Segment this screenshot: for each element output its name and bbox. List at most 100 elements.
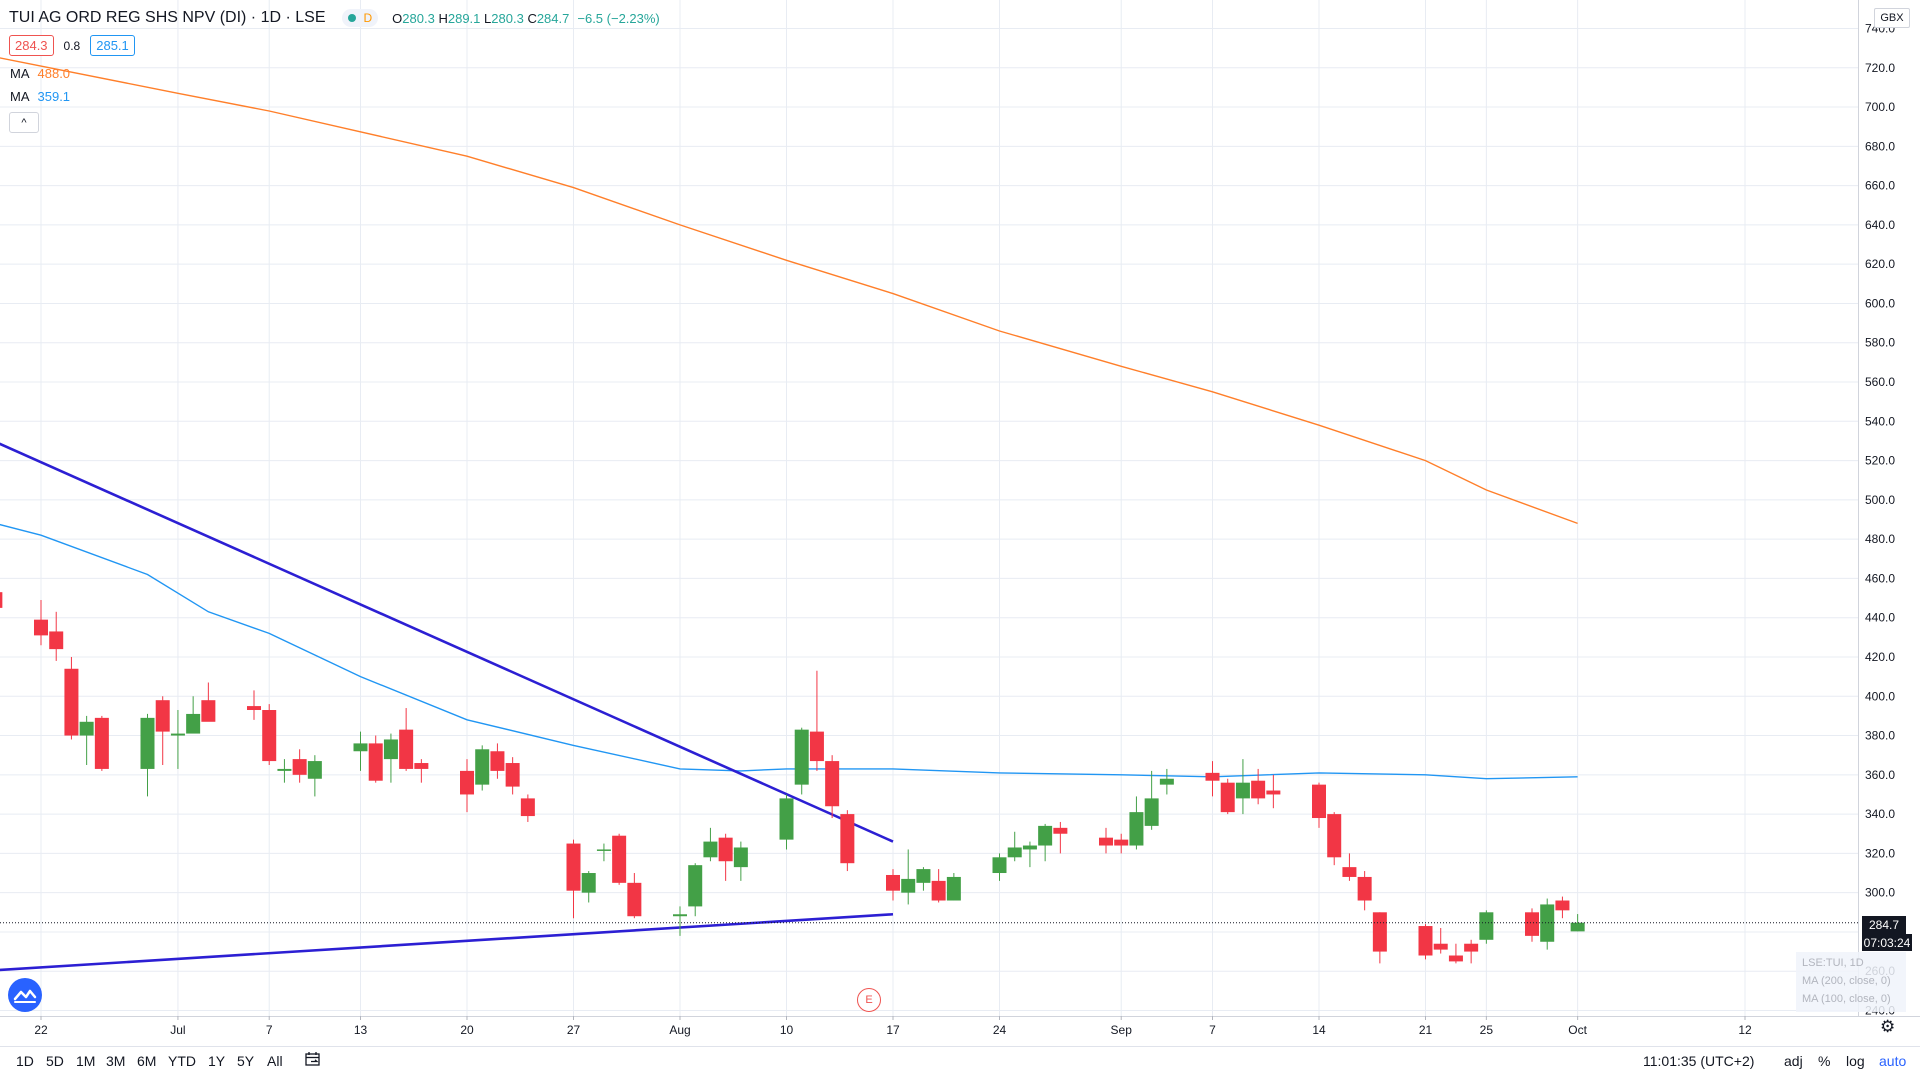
price-tick-label: 580.0 [1865,336,1895,350]
candle-body [79,721,94,736]
candle [1114,833,1129,854]
range-3m-button[interactable]: 3M [106,1053,126,1069]
candle [1555,896,1570,919]
candle [1540,898,1555,950]
time-tick-label: 7 [266,1023,273,1037]
candle [1570,914,1585,932]
timezone-clock[interactable]: 11:01:35 (UTC+2) [1643,1053,1755,1069]
price-tick-label: 400.0 [1865,689,1895,703]
ma-200-legend[interactable]: MA 488.0 [10,66,70,81]
candle-body [916,869,931,883]
time-tick-label: 24 [993,1023,1007,1037]
range-5d-button[interactable]: 5D [46,1053,64,1069]
candle-body [931,880,946,901]
candle [414,759,429,783]
candle [566,839,581,919]
percent-scale-toggle[interactable]: % [1818,1053,1831,1069]
candle [1433,928,1448,954]
candle-body [718,837,733,862]
range-1m-button[interactable]: 1M [76,1053,96,1069]
candle [840,810,855,872]
price-tick-label: 720.0 [1865,61,1895,75]
candle [475,745,490,791]
price-axis[interactable]: 740.0720.0700.0680.0660.0640.0620.0600.0… [1865,22,1895,1018]
candle-body [277,768,292,771]
candle [277,759,292,783]
ma-100-legend[interactable]: MA 359.1 [10,89,70,104]
candle [1312,782,1326,828]
symbol-title[interactable]: TUI AG ORD REG SHS NPV (DI) · 1D · LSE [9,9,326,26]
candle [353,731,368,771]
log-scale-toggle[interactable]: log [1846,1053,1865,1069]
candle [490,743,505,779]
candle-body [353,743,368,752]
ma-200-series [0,57,1578,525]
range-1d-button[interactable]: 1D [16,1053,34,1069]
candle-body [946,876,961,901]
candle [794,727,809,795]
low-label: L [484,10,492,26]
price-chart[interactable]: 740.0720.0700.0680.0660.0640.0620.0600.0… [0,0,1920,1046]
candle [901,849,916,905]
go-to-date-icon[interactable] [304,1051,322,1070]
candle [1448,943,1463,964]
range-1y-button[interactable]: 1Y [208,1053,226,1069]
candle-body [0,592,3,608]
candle-body [688,865,703,907]
candle-body [1555,900,1570,911]
candle [946,873,961,901]
time-axis[interactable]: 22 Jul 7 13 20 27 Aug 10 17 24 Sep 7 14 21 25 Oct 12 [34,1016,1752,1037]
candle-body [596,849,611,851]
candle [1220,778,1235,815]
price-tick-label: 540.0 [1865,414,1895,428]
candle [49,611,64,661]
candle-body [247,706,261,711]
candle [1007,831,1022,862]
candle-body [1433,943,1448,950]
candle-body [1479,912,1494,940]
chart-settings-gear-icon[interactable]: ⚙ [1880,1017,1896,1036]
candle [916,867,931,891]
candle-body [1266,790,1281,795]
candle-body [34,619,48,636]
candle-body [840,814,855,864]
candle [596,843,611,862]
bottom-toolbar [0,1046,1920,1081]
price-change: −6.5 (−2.23%) [577,10,660,26]
candle-body [1525,912,1539,936]
candle-body [262,710,277,762]
open-label: O [392,10,403,26]
collapse-legend-button[interactable]: ^ [9,112,39,133]
candle [307,755,322,797]
candle [520,794,535,822]
trendline-drawings[interactable] [0,435,894,972]
candle-body [1418,926,1433,956]
range-6m-button[interactable]: 6M [137,1053,157,1069]
candle-body [1464,943,1479,952]
price-tick-label: 380.0 [1865,729,1895,743]
range-5y-button[interactable]: 5Y [237,1053,255,1069]
auto-scale-toggle[interactable]: auto [1879,1053,1907,1069]
candle [1342,853,1357,881]
candle-body [1312,784,1326,819]
sell-price-button[interactable]: 284.3 [9,35,54,56]
adjust-data-toggle[interactable]: adj [1784,1053,1803,1069]
buy-price-button[interactable]: 285.1 [90,35,135,56]
candle-body [1570,922,1585,932]
currency-unit-label[interactable]: GBX [1874,8,1910,28]
candle-body [490,751,505,771]
range-all-button[interactable]: All [267,1053,283,1069]
range-ytd-button[interactable]: YTD [168,1053,196,1069]
candle-body [1114,839,1129,846]
market-status-badge[interactable]: D [341,9,379,27]
candle [262,704,277,765]
price-tick-label: 640.0 [1865,218,1895,232]
candle-body [1342,867,1357,877]
earnings-marker[interactable]: E [857,988,881,1012]
price-tick-label: 480.0 [1865,532,1895,546]
candle [292,749,307,783]
candle [460,759,474,813]
tradingview-logo-icon[interactable] [8,978,42,1012]
ma-100-series [0,523,1578,780]
candle [1464,939,1479,964]
